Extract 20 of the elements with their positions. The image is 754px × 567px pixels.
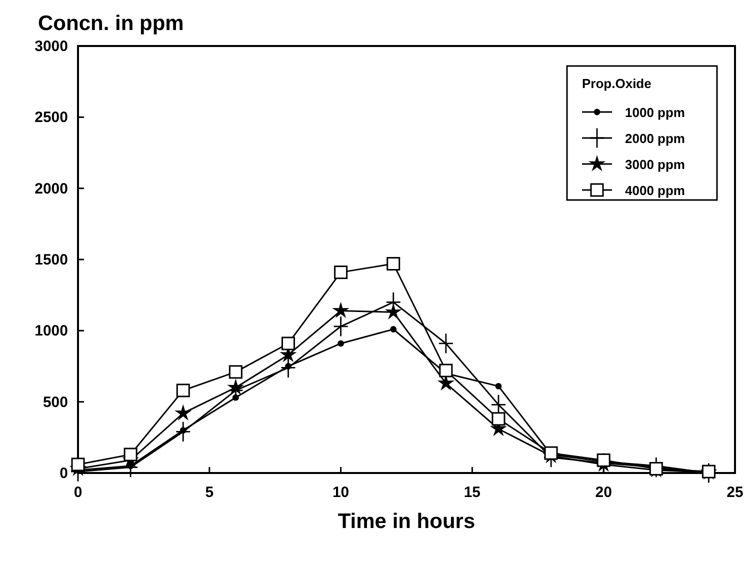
y-tick-label: 0 — [60, 465, 68, 482]
y-tick-label: 3000 — [34, 38, 68, 55]
x-tick-label: 20 — [595, 484, 612, 501]
legend-label: 1000 ppm — [625, 105, 685, 120]
legend-label: 4000 ppm — [625, 183, 685, 198]
legend-label: 2000 ppm — [625, 131, 685, 146]
x-tick-label: 25 — [726, 484, 744, 501]
legend-label: 3000 ppm — [625, 157, 685, 172]
legend-title: Prop.Oxide — [582, 76, 652, 91]
y-tick-label: 1500 — [34, 252, 68, 268]
x-tick-label: 5 — [205, 484, 214, 501]
x-tick-label: 15 — [464, 484, 481, 501]
y-tick-label: 500 — [42, 394, 68, 411]
x-axis-title: Time in hours — [338, 510, 476, 533]
x-tick-label: 0 — [74, 484, 82, 501]
y-tick-label: 2500 — [34, 109, 68, 126]
x-tick-label: 10 — [332, 484, 350, 501]
y-axis-title: Concn. in ppm — [38, 12, 184, 35]
y-tick-label: 2000 — [34, 180, 68, 198]
y-tick-label: 1000 — [34, 322, 68, 340]
